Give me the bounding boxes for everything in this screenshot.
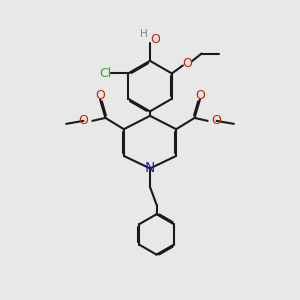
Text: O: O xyxy=(95,89,105,102)
Text: N: N xyxy=(145,161,155,176)
Text: H: H xyxy=(140,29,147,39)
Text: O: O xyxy=(79,114,88,128)
Text: O: O xyxy=(150,33,160,46)
Text: O: O xyxy=(212,114,221,128)
Text: O: O xyxy=(195,89,205,102)
Text: O: O xyxy=(183,57,193,70)
Text: Cl: Cl xyxy=(100,67,112,80)
